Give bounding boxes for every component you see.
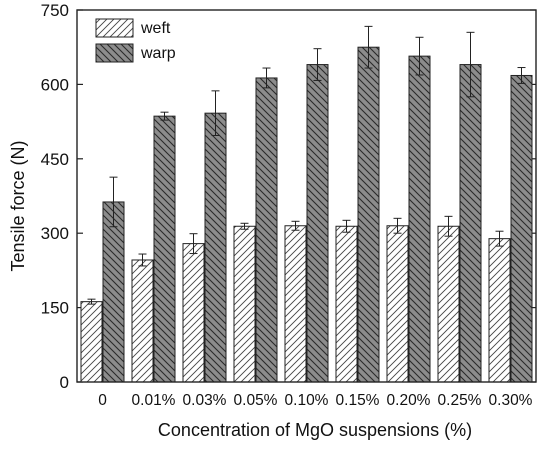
bar-weft-3: [233, 225, 256, 383]
legend-label-warp: warp: [140, 45, 176, 62]
x-tick-label: 0.15%: [336, 392, 380, 409]
bar-warp-5: [357, 46, 380, 383]
x-tick-label: 0.20%: [387, 392, 431, 409]
x-tick-label: 0.10%: [285, 392, 329, 409]
bar-warp-8: [510, 74, 533, 383]
bar-weft-6: [386, 225, 409, 383]
y-axis-label: Tensile force (N): [8, 140, 28, 271]
bar-weft-7: [437, 225, 460, 383]
plot-area: 0 150 300 450 600 750 0 0.01% 0.03% 0.05% 0.10% 0.1…: [41, 1, 537, 409]
x-tick-label: 0.05%: [234, 392, 278, 409]
bar-warp-6: [408, 55, 431, 383]
y-tick-label: 750: [41, 1, 69, 20]
bar-warp-1: [153, 115, 176, 383]
y-tick-label: 0: [60, 373, 69, 392]
x-tick-label: 0.30%: [489, 392, 533, 409]
bar-warp-4: [306, 64, 329, 383]
bar-weft-4: [284, 225, 307, 383]
x-axis-label: Concentration of MgO suspensions (%): [158, 420, 472, 440]
legend-swatch-weft: [95, 18, 134, 38]
x-tick-label: 0: [98, 392, 107, 409]
plot-frame: [76, 9, 537, 383]
bar-warp-3: [255, 77, 278, 383]
y-tick-label: 150: [41, 299, 69, 318]
bar-warp-2: [204, 112, 227, 383]
y-tick-label: 600: [41, 75, 69, 94]
y-tick-label: 300: [41, 224, 69, 243]
x-tick-label: 0.03%: [183, 392, 227, 409]
bar-weft-1: [131, 259, 154, 383]
legend-label-weft: weft: [140, 20, 171, 37]
bar-weft-0: [80, 301, 103, 383]
legend-swatch-warp: [95, 43, 134, 63]
bar-warp-7: [459, 64, 482, 383]
x-tick-label: 0.01%: [132, 392, 176, 409]
y-tick-label: 450: [41, 150, 69, 169]
legend: weft warp: [95, 18, 176, 63]
x-tick-label: 0.25%: [438, 392, 482, 409]
bar-weft-2: [182, 243, 205, 383]
bar-weft-5: [335, 225, 358, 383]
bar-weft-8: [488, 238, 511, 383]
bar-warp-0: [102, 201, 125, 383]
